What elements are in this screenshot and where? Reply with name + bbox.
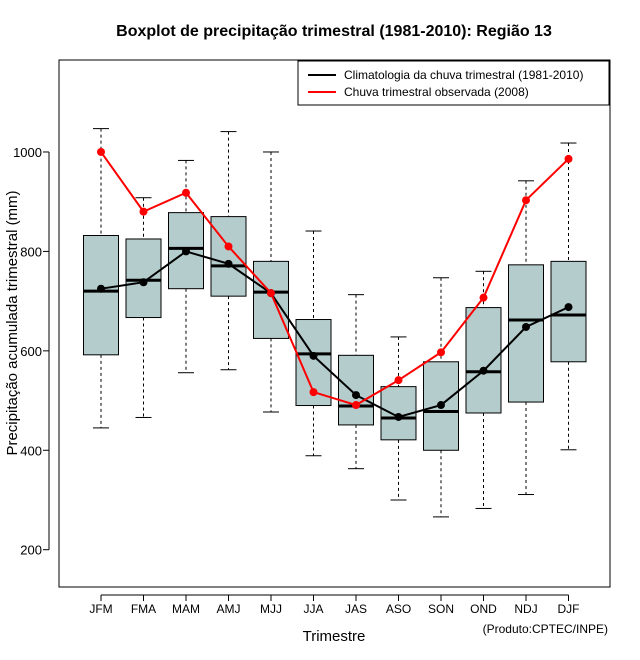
iqr-box — [210, 216, 247, 297]
iqr-box — [83, 235, 119, 356]
series-point — [182, 247, 190, 256]
y-tick-label: 1000 — [13, 145, 42, 160]
box-son — [423, 277, 459, 518]
legend-label-observed: Chuva trimestral observada (2008) — [344, 85, 529, 99]
legend: Climatologia da chuva trimestral (1981-2… — [297, 60, 610, 106]
series-point — [139, 278, 148, 287]
series-line — [100, 250, 569, 419]
y-tick-label: 200 — [20, 543, 42, 558]
box-jja — [295, 230, 332, 457]
series-point — [267, 289, 275, 298]
x-tick-label: JAS — [345, 602, 367, 616]
box-ndj — [508, 180, 544, 496]
x-tick-label: OND — [470, 602, 497, 616]
series-point — [564, 303, 573, 312]
series-point — [309, 388, 318, 397]
y-tick-label: 800 — [20, 244, 42, 259]
series-point — [522, 322, 530, 331]
series-point — [479, 293, 488, 302]
series-point — [182, 188, 190, 197]
x-tick-label: FMA — [131, 602, 156, 616]
series-line — [100, 151, 570, 407]
y-tick-label: 400 — [20, 443, 42, 458]
x-tick-label: SON — [428, 602, 454, 616]
observed-series — [97, 147, 573, 410]
legend-label-climatology: Climatologia da chuva trimestral (1981-2… — [344, 68, 583, 82]
iqr-box — [253, 260, 289, 339]
series-point — [352, 391, 360, 400]
climatology-series — [97, 247, 573, 421]
x-tick-label: JJA — [303, 602, 323, 616]
y-axis-label: Precipitação acumulada trimestral (mm) — [4, 190, 21, 455]
box-ond — [465, 270, 502, 509]
iqr-box — [508, 264, 544, 403]
series-point — [564, 154, 573, 163]
x-tick-label: MJJ — [260, 602, 282, 616]
series-point — [522, 196, 530, 205]
series-point — [394, 412, 403, 421]
iqr-box — [465, 307, 502, 414]
box-jas — [338, 294, 374, 470]
iqr-box — [550, 260, 587, 363]
iqr-box — [338, 354, 374, 426]
series-point — [139, 207, 148, 216]
legend-box — [297, 60, 610, 106]
plot-frame — [58, 59, 611, 588]
box-jfm — [83, 128, 119, 429]
series-point — [97, 147, 105, 156]
x-tick-label: MAM — [172, 602, 200, 616]
series-point — [479, 366, 488, 375]
x-axis: JFM FMA MAM AMJ MJJ JJA JAS ASO SON OND NDJ DJF — [89, 594, 580, 616]
series-point — [437, 348, 445, 357]
boxes — [83, 128, 587, 518]
y-tick-label: 600 — [20, 344, 42, 359]
x-axis-label: Trimestre — [303, 628, 366, 645]
series-point — [224, 242, 233, 251]
box-amj — [210, 131, 247, 371]
series-point — [394, 376, 403, 385]
box-fma — [125, 197, 162, 418]
box-djf — [550, 142, 587, 451]
series-point — [224, 259, 233, 268]
series-point — [352, 401, 360, 410]
x-tick-label: ASO — [386, 602, 411, 616]
series-point — [437, 401, 445, 410]
y-axis: 200 400 600 800 1000 — [13, 145, 50, 558]
x-tick-label: AMJ — [217, 602, 241, 616]
series-lines — [97, 147, 573, 421]
box-mjj — [253, 151, 289, 413]
credit-text: (Produto:CPTEC/INPE) — [483, 622, 608, 636]
series-point — [309, 351, 318, 360]
series-point — [97, 284, 105, 293]
x-tick-label: DJF — [558, 602, 580, 616]
chart-title: Boxplot de precipitação trimestral (1981… — [116, 23, 552, 40]
x-tick-label: JFM — [89, 602, 112, 616]
x-tick-label: NDJ — [514, 602, 537, 616]
